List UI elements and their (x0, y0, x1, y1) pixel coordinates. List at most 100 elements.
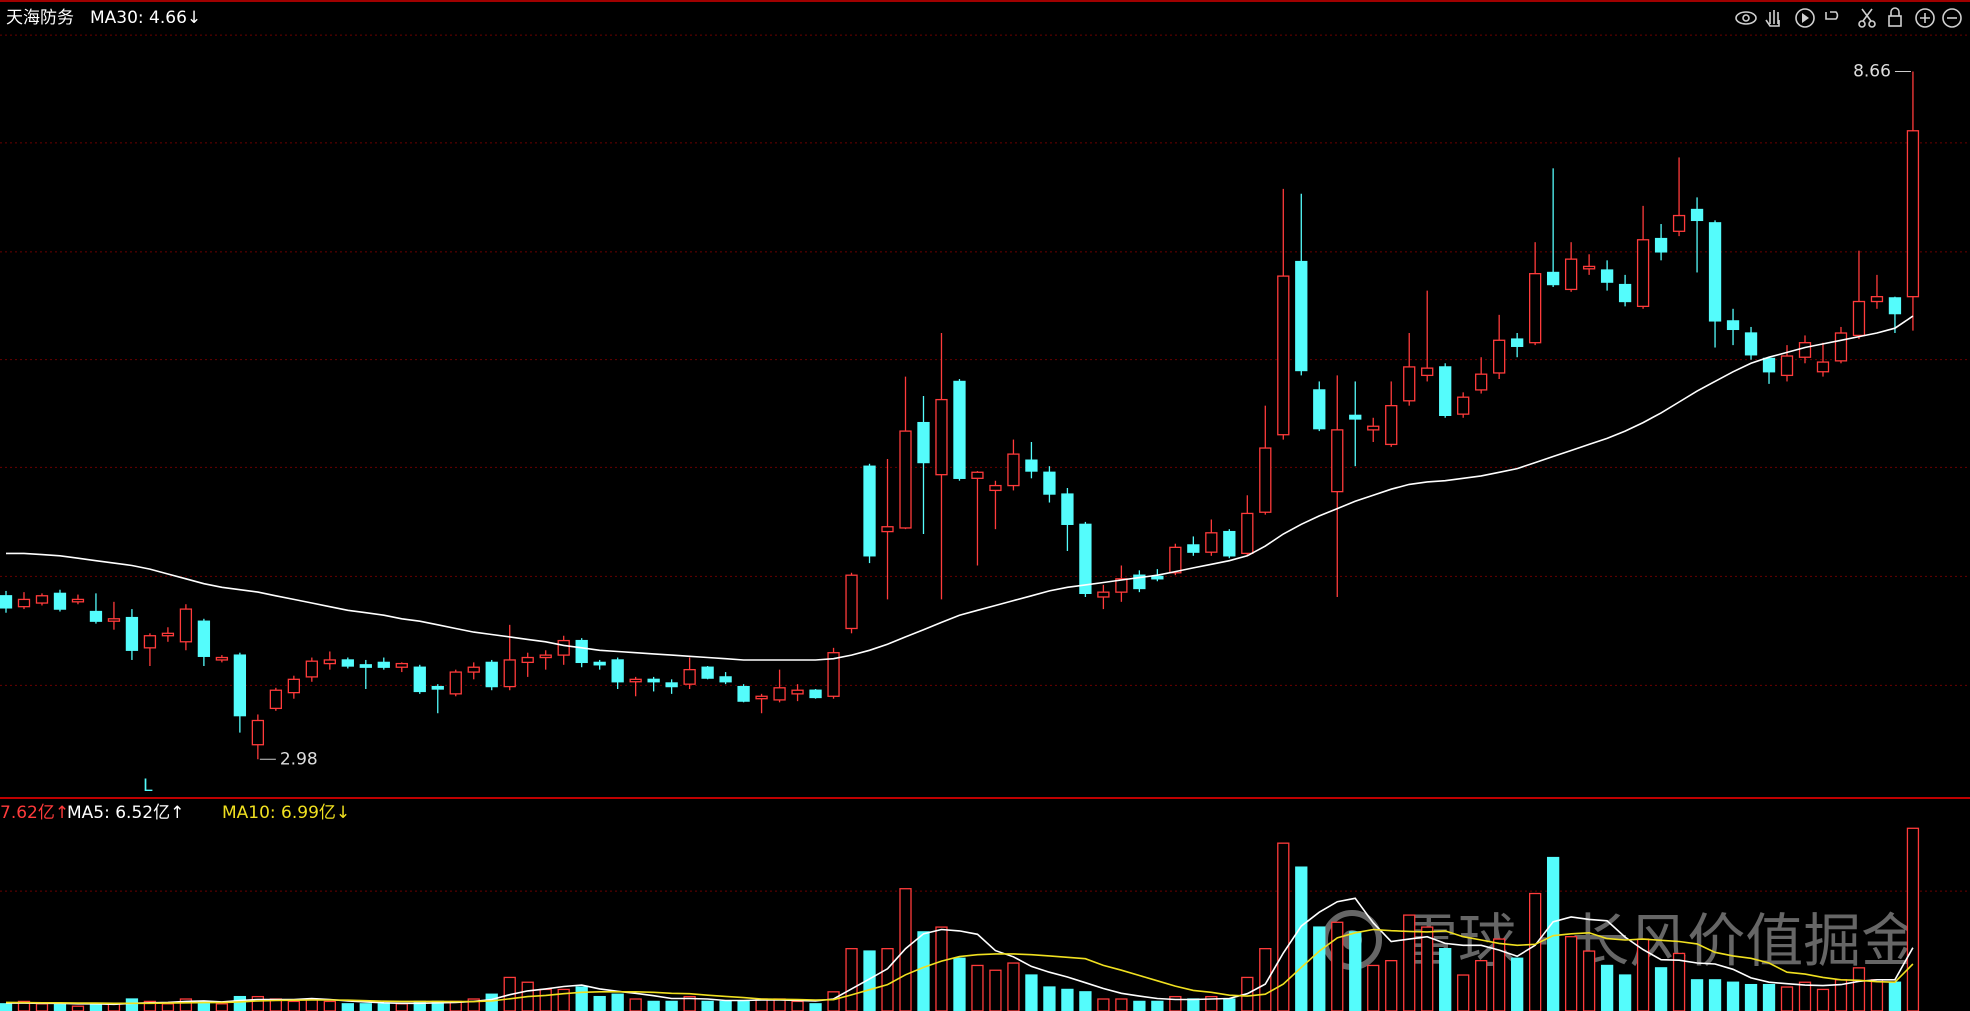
icon-cut[interactable] (1858, 8, 1876, 28)
candle-body (521, 656, 534, 664)
candle-body (629, 678, 642, 683)
volume-bar (1798, 981, 1812, 1011)
candle-body (665, 682, 678, 688)
candle-body (701, 666, 714, 679)
volume-bar (1277, 842, 1290, 1011)
candle-body (287, 678, 300, 694)
volume-bar (737, 1000, 750, 1011)
candle-body (1457, 396, 1470, 415)
candle-body (233, 654, 247, 717)
candle-body (773, 687, 786, 701)
candle-body (251, 719, 265, 746)
icon-zoom-out[interactable] (1942, 8, 1962, 28)
volume-bar (1906, 827, 1920, 1011)
volume-bar (539, 988, 552, 1011)
volume-bar (35, 1003, 49, 1011)
candle-body (593, 661, 606, 666)
candle-body (1223, 530, 1236, 557)
candle-body (755, 695, 768, 700)
volume-bar (1564, 936, 1578, 1011)
volume-bar (1475, 959, 1488, 1011)
volume-bar (953, 957, 966, 1011)
candle-body (395, 662, 408, 668)
candle-body (1313, 389, 1326, 430)
volume-bar (377, 1003, 390, 1011)
volume-bar (1529, 892, 1542, 1011)
volume-bar (989, 969, 1002, 1011)
volume-bar (1852, 967, 1866, 1011)
candle-body (845, 574, 858, 630)
volume-bar (917, 931, 930, 1011)
volume-bar (53, 1003, 67, 1011)
volume-bar (1888, 981, 1902, 1011)
candle-body (1493, 339, 1506, 374)
candle-body (1618, 283, 1632, 303)
candle-body (863, 465, 876, 557)
candle-body (449, 671, 462, 695)
volume-bar (1816, 988, 1830, 1011)
candle-body (1295, 260, 1308, 372)
candle-body (305, 660, 318, 678)
volume-bar (1600, 964, 1614, 1011)
candle-body (1007, 453, 1020, 487)
candle-body (413, 666, 426, 693)
candle-body (1546, 271, 1560, 286)
icon-hand[interactable] (1765, 10, 1780, 27)
volume-bar (233, 995, 247, 1011)
candle-body (1187, 544, 1200, 553)
icon-eye[interactable] (1735, 11, 1757, 25)
candle-body (1654, 237, 1668, 253)
candle-body (989, 484, 1002, 492)
volume-bar (1582, 950, 1596, 1011)
volume-bar (557, 988, 570, 1011)
volume-bar (1043, 986, 1056, 1011)
volume-bar (1313, 926, 1326, 1011)
volume-bar (1079, 991, 1092, 1011)
ma30-label: MA30: 4.66↓ (90, 8, 201, 28)
icon-lock[interactable] (1888, 7, 1902, 27)
volume-bar (1511, 957, 1524, 1011)
candle-body (791, 689, 804, 695)
candle-body (431, 685, 444, 690)
icon-zoom-in[interactable] (1915, 8, 1935, 28)
candle-body (1726, 320, 1740, 331)
volume-bar (935, 926, 948, 1011)
candle-body (1061, 493, 1074, 525)
volume-bar (1187, 998, 1200, 1011)
volume-bar (1367, 964, 1380, 1011)
icon-undo[interactable] (1825, 11, 1839, 20)
volume-bar (881, 948, 894, 1011)
candle-body (0, 595, 13, 609)
candle-body (719, 676, 732, 683)
candle-body (611, 659, 624, 683)
volume-bar (1223, 998, 1236, 1011)
volume-bar (89, 1003, 103, 1011)
candle-body (485, 661, 498, 688)
candle-body (1277, 275, 1290, 436)
candle-body (1169, 546, 1182, 574)
volume-bar (1870, 979, 1884, 1011)
volume-bar (1295, 866, 1308, 1011)
volume-bar (1546, 856, 1560, 1011)
candle-body (1762, 357, 1776, 373)
volume-bar (1744, 983, 1758, 1011)
ma10-label: MA10: 6.99亿↓ (222, 803, 350, 823)
icon-play[interactable] (1795, 8, 1815, 28)
candle-body (1529, 273, 1542, 344)
candle-body (1564, 258, 1578, 291)
candle-body (1115, 578, 1128, 593)
volume-bar (1097, 998, 1110, 1011)
volume-bar (629, 998, 642, 1011)
volume-bar (1672, 952, 1686, 1011)
candle-body (1690, 208, 1704, 222)
candle-body (1798, 342, 1812, 358)
volume-bar (341, 1003, 354, 1011)
candle-body (1151, 575, 1164, 580)
volume-bar (1780, 986, 1794, 1011)
volume-bar (1133, 1000, 1146, 1011)
volume-bar (611, 993, 624, 1011)
candle-body (359, 664, 372, 668)
